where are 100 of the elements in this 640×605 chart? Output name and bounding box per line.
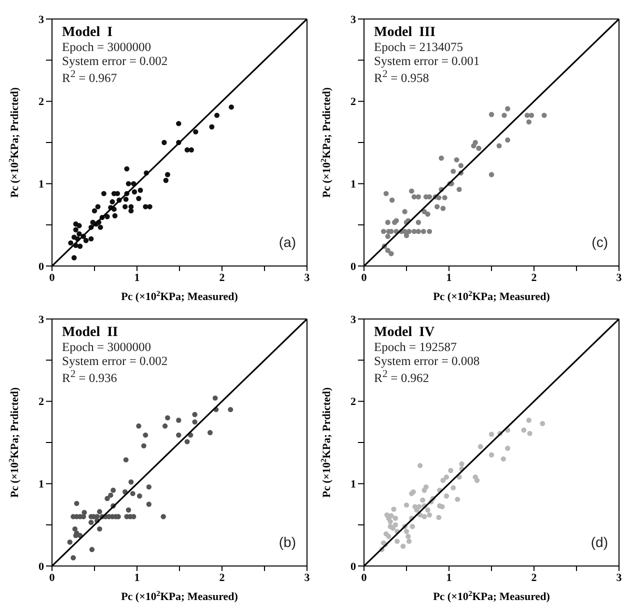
- annotation: (c): [592, 234, 608, 250]
- point: [416, 194, 421, 200]
- annotation: R$^{2}$ = 0.962: [374, 368, 430, 386]
- point: [228, 104, 234, 110]
- point: [496, 143, 502, 148]
- point: [124, 166, 130, 172]
- point: [176, 120, 182, 126]
- annotation: R$^{2}$ = 0.958: [374, 68, 430, 86]
- y-tick-label: 2: [38, 96, 44, 108]
- annotation: R$^{2}$ = 0.936: [62, 368, 118, 386]
- point: [208, 430, 213, 436]
- point: [73, 227, 78, 232]
- x-axis-title: Pc (×10$^{2}$KPa; Measured): [433, 288, 550, 303]
- point: [138, 188, 143, 193]
- point: [89, 546, 95, 552]
- annotation: System error = 0.002: [62, 354, 168, 368]
- point: [526, 119, 532, 125]
- point: [471, 143, 476, 148]
- chart-title: Model III: [374, 25, 436, 40]
- point: [97, 526, 102, 532]
- point: [68, 240, 74, 246]
- point: [458, 162, 464, 168]
- point: [126, 507, 132, 513]
- x-tick-label: 1: [134, 572, 140, 584]
- point: [188, 147, 194, 153]
- point: [176, 432, 182, 438]
- point: [454, 157, 460, 162]
- point: [389, 198, 395, 203]
- x-tick-label: 1: [134, 272, 140, 284]
- point: [442, 195, 448, 200]
- point: [488, 172, 494, 178]
- point: [528, 112, 534, 118]
- x-tick-label: 3: [304, 272, 310, 284]
- point: [162, 423, 168, 429]
- point: [136, 493, 142, 499]
- point: [72, 526, 78, 532]
- x-tick-label: 3: [616, 272, 622, 284]
- annotation: R$^{2}$ = 0.967: [62, 68, 118, 86]
- annotation: Epoch = 2134075: [374, 40, 464, 54]
- point: [385, 234, 390, 239]
- point: [104, 496, 110, 502]
- point: [130, 490, 136, 496]
- point: [450, 168, 456, 174]
- point: [440, 206, 446, 211]
- point: [214, 112, 220, 118]
- y-tick-label: 0: [350, 560, 356, 573]
- point: [385, 220, 390, 225]
- point: [385, 248, 390, 253]
- x-tick-label: 0: [49, 272, 56, 284]
- point: [110, 488, 116, 493]
- point: [131, 514, 136, 520]
- point: [88, 236, 94, 242]
- point: [192, 419, 198, 425]
- x-axis-title: Pc (×10$^{2}$KPa; Measured): [121, 288, 238, 303]
- point: [384, 190, 389, 196]
- point: [380, 228, 386, 234]
- point: [128, 208, 134, 214]
- point: [104, 214, 110, 220]
- point: [505, 137, 510, 143]
- x-axis-title: Pc (×10$^{2}$KPa; Measured): [121, 588, 238, 603]
- annotation: Epoch = 3000000: [62, 40, 152, 54]
- y-tick-label: 0: [38, 260, 44, 273]
- point: [542, 112, 547, 118]
- x-tick-label: 1: [446, 572, 452, 584]
- point: [192, 412, 198, 418]
- annotation: Epoch = 3000000: [62, 340, 152, 354]
- point: [160, 514, 166, 520]
- point: [76, 231, 82, 236]
- point: [404, 232, 410, 238]
- point: [402, 209, 408, 214]
- point: [420, 228, 426, 234]
- y-tick-label: 2: [350, 396, 356, 408]
- point: [136, 423, 142, 429]
- point: [165, 415, 170, 420]
- point: [416, 228, 421, 234]
- point: [126, 181, 132, 186]
- point: [456, 186, 462, 192]
- point: [438, 156, 444, 161]
- point: [146, 502, 152, 507]
- y-tick-label: 0: [38, 560, 44, 573]
- annotation: System error = 0.008: [374, 354, 480, 368]
- point: [97, 509, 102, 514]
- point: [83, 238, 89, 244]
- point: [488, 112, 494, 118]
- point: [128, 479, 134, 485]
- point: [123, 457, 129, 462]
- y-tick-label: 0: [350, 260, 356, 273]
- x-axis-title: Pc (×10$^{2}$KPa; Measured): [433, 588, 550, 603]
- point: [434, 204, 440, 210]
- point: [502, 112, 507, 118]
- point: [412, 194, 417, 200]
- point: [524, 112, 530, 118]
- x-tick-label: 0: [361, 272, 368, 284]
- point: [416, 220, 421, 225]
- point: [426, 228, 432, 234]
- point: [176, 418, 182, 423]
- point: [74, 500, 80, 506]
- y-tick-label: 3: [350, 314, 356, 326]
- point: [72, 255, 77, 260]
- point: [409, 188, 414, 194]
